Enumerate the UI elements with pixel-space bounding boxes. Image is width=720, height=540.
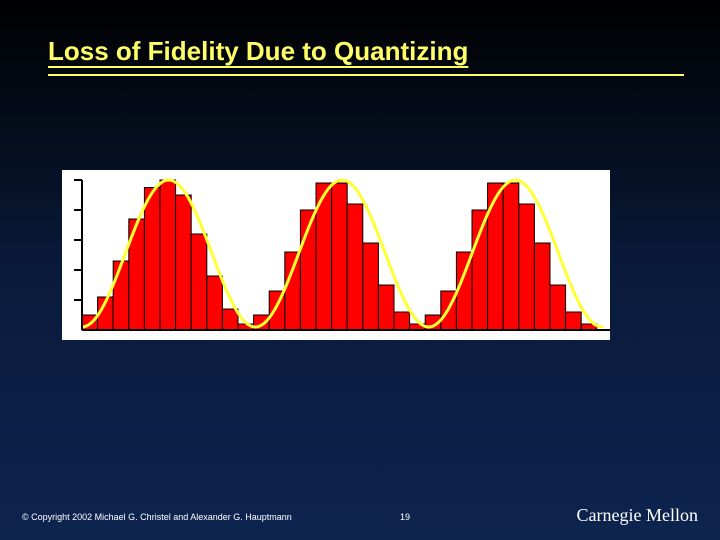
brand-text: Carnegie Mellon [577, 505, 698, 526]
copyright-text: © Copyright 2002 Michael G. Christel and… [22, 512, 292, 522]
page-number: 19 [400, 512, 410, 522]
quantization-chart [62, 170, 610, 340]
title-underline-rule [48, 74, 684, 76]
chart-svg [62, 170, 610, 340]
slide-title: Loss of Fidelity Due to Quantizing [48, 36, 468, 67]
